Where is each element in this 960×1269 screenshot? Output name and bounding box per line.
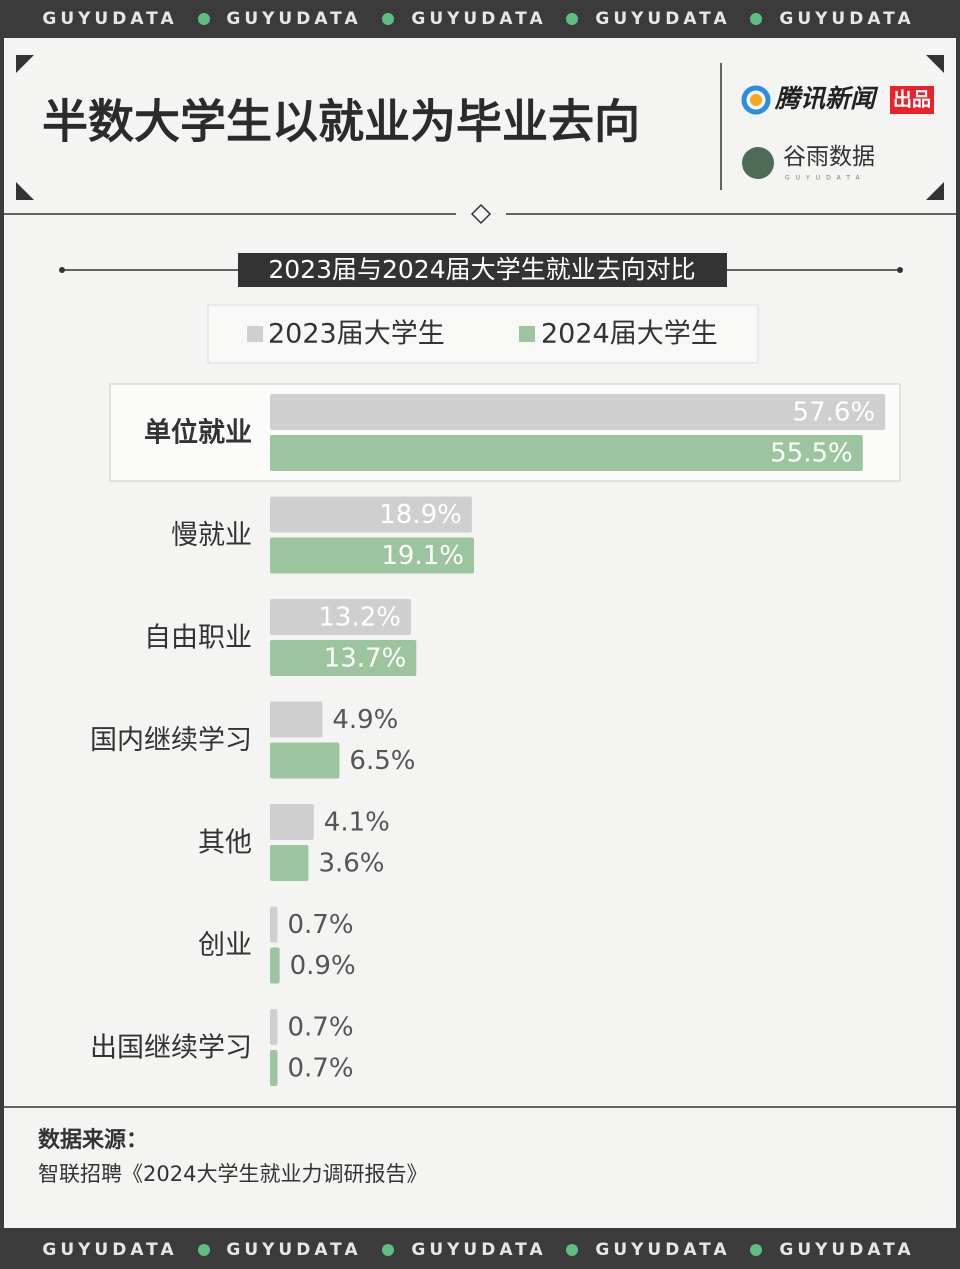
value-label: 4.9% bbox=[332, 705, 398, 735]
banner-text: GUYUDATA bbox=[226, 1240, 361, 1260]
corners bbox=[16, 55, 944, 200]
value-label: 6.5% bbox=[349, 746, 415, 776]
legend-label: 2023届大学生 bbox=[268, 319, 445, 350]
bar bbox=[270, 599, 411, 635]
banner-dot bbox=[198, 1244, 210, 1256]
bar bbox=[270, 1009, 278, 1045]
banner-dot bbox=[750, 1244, 762, 1256]
producer-sub: GUYUDATA bbox=[785, 175, 866, 182]
banner-dot bbox=[566, 1244, 578, 1256]
value-label: 0.7% bbox=[287, 1054, 353, 1084]
value-label: 3.6% bbox=[318, 849, 384, 879]
logo-icon bbox=[741, 85, 771, 115]
value-label: 13.7% bbox=[324, 644, 407, 674]
bar bbox=[270, 496, 472, 533]
banner-text: GUYUDATA bbox=[595, 9, 730, 29]
bar bbox=[270, 804, 314, 840]
value-label: 57.6% bbox=[793, 398, 876, 428]
bar bbox=[270, 394, 886, 430]
value-label: 55.5% bbox=[770, 439, 853, 469]
banner-text: GUYUDATA bbox=[595, 1240, 730, 1260]
source: 智联招聘《2024大学生就业力调研报告》 bbox=[38, 1162, 427, 1186]
banner-text: GUYUDATA bbox=[411, 9, 546, 29]
value-label: 0.9% bbox=[290, 951, 356, 981]
logo-icon bbox=[750, 94, 762, 106]
badge: 出品 bbox=[893, 88, 931, 111]
category-label: 单位就业 bbox=[144, 417, 252, 449]
publisher-logo: 腾讯新闻 bbox=[774, 84, 879, 113]
banner-text: GUYUDATA bbox=[42, 1240, 177, 1260]
category-label: 其他 bbox=[198, 828, 252, 859]
value-label: 18.9% bbox=[379, 500, 462, 530]
bar bbox=[270, 1050, 278, 1086]
banner-text: GUYUDATA bbox=[226, 9, 361, 29]
bar bbox=[270, 845, 309, 881]
banner-dot bbox=[382, 1244, 394, 1256]
category-label: 出国继续学习 bbox=[90, 1033, 252, 1064]
bar bbox=[270, 742, 340, 779]
badge-box bbox=[890, 86, 934, 114]
value-label: 4.1% bbox=[324, 808, 390, 838]
bar bbox=[270, 947, 280, 984]
subtitle: 2023届与2024届大学生就业去向对比 bbox=[268, 255, 695, 284]
producer-logo: 谷雨数据 bbox=[783, 144, 875, 170]
banner-dot bbox=[198, 13, 210, 25]
banner-text: GUYUDATA bbox=[42, 9, 177, 29]
value-label: 19.1% bbox=[381, 541, 464, 571]
category-label: 创业 bbox=[198, 930, 252, 961]
banner-dot bbox=[382, 13, 394, 25]
value-label: 0.7% bbox=[287, 910, 353, 940]
source-label: 数据来源： bbox=[38, 1127, 148, 1153]
value-label: 0.7% bbox=[287, 1013, 353, 1043]
category-label: 国内继续学习 bbox=[90, 725, 252, 756]
category-label: 慢就业 bbox=[171, 520, 252, 551]
bar bbox=[270, 640, 417, 676]
diamond bbox=[470, 203, 492, 225]
title: 半数大学生以就业为毕业去向 bbox=[42, 95, 640, 149]
card bbox=[4, 38, 956, 1228]
bar bbox=[270, 537, 474, 574]
dot bbox=[59, 267, 65, 273]
value-label: 13.2% bbox=[318, 603, 401, 633]
legend-swatch bbox=[519, 326, 535, 342]
producer-icon bbox=[742, 147, 774, 179]
dot bbox=[897, 267, 903, 273]
bar bbox=[270, 701, 323, 738]
bar bbox=[270, 906, 278, 943]
banner-text: GUYUDATA bbox=[779, 9, 914, 29]
legend bbox=[207, 304, 759, 364]
subtitle-box bbox=[238, 253, 727, 287]
legend-label: 2024届大学生 bbox=[541, 319, 718, 350]
category-label: 自由职业 bbox=[144, 623, 252, 654]
banner-text: GUYUDATA bbox=[779, 1240, 914, 1260]
legend-swatch bbox=[247, 326, 263, 342]
bar bbox=[270, 435, 863, 471]
banner-dot bbox=[566, 13, 578, 25]
banner-text: GUYUDATA bbox=[411, 1240, 546, 1260]
banner-dot bbox=[750, 13, 762, 25]
